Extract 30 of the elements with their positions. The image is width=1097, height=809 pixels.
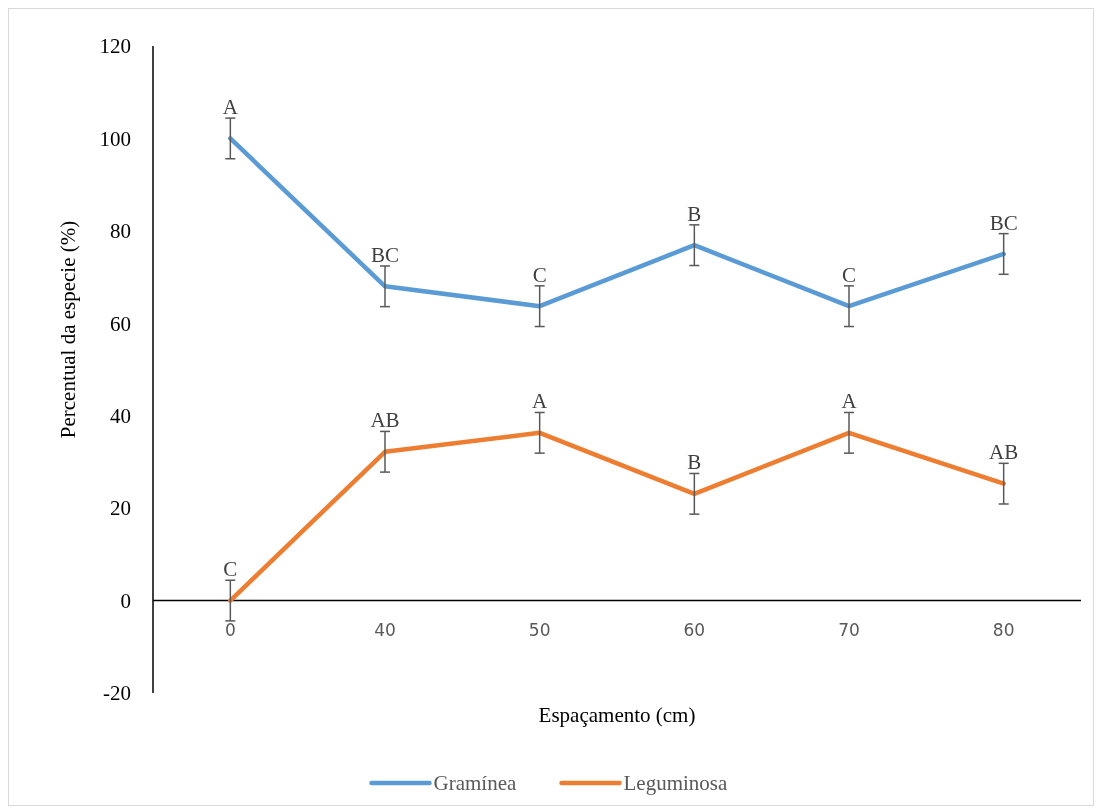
y-tick-label: 120 [99, 34, 131, 59]
y-tick-label: 40 [110, 404, 131, 429]
annotation: BC [370, 242, 400, 267]
annotation: BC [989, 210, 1018, 235]
y-tick-label: 0 [120, 588, 131, 613]
annotation: AB [370, 408, 400, 433]
annotation: AB [989, 440, 1019, 465]
x-tick-label: 60 [683, 619, 706, 640]
y-tick-label: 100 [99, 126, 131, 151]
annotation: A [222, 95, 239, 120]
x-tick-label: 70 [838, 619, 860, 640]
y-tick-label: -20 [103, 681, 131, 706]
x-tick-label: 80 [992, 619, 1015, 640]
x-tick-label: 40 [374, 619, 396, 640]
y-axis-title: Percentual da especie (%) [56, 220, 80, 439]
y-tick-label: 80 [110, 219, 131, 244]
annotation: C [841, 262, 857, 287]
x-tick-label: 0 [224, 619, 236, 640]
annotation: B [687, 450, 702, 475]
y-tick-label: 60 [110, 311, 131, 336]
annotation: C [223, 557, 238, 582]
annotation: A [532, 389, 549, 414]
legend-label: Gramínea [433, 771, 517, 796]
annotation: C [532, 262, 547, 287]
annotation: B [687, 201, 702, 226]
x-tick-label: 50 [528, 619, 551, 640]
annotation: A [841, 389, 858, 414]
y-tick-label: 20 [110, 496, 131, 521]
legend-label: Leguminosa [623, 771, 728, 796]
x-axis-title: Espaçamento (cm) [538, 703, 696, 727]
